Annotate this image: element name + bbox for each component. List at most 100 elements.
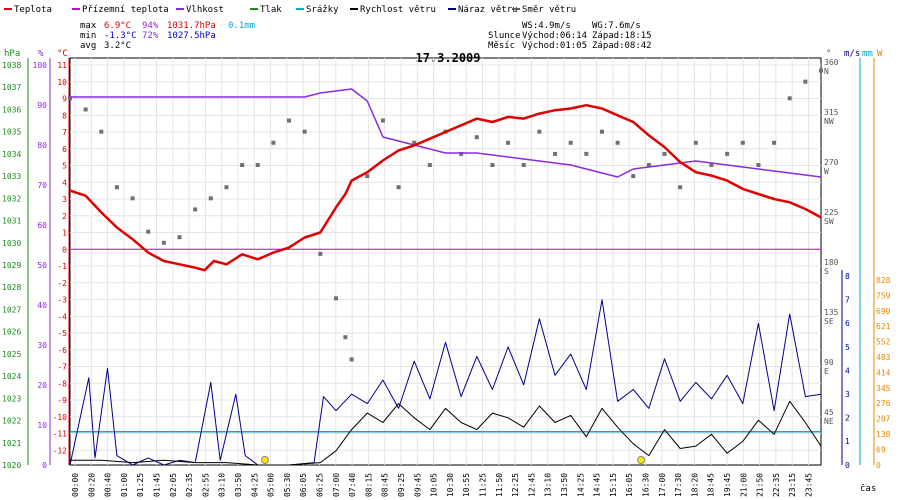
hum-tick-label: 100: [33, 61, 48, 70]
wind-dir-point: [240, 163, 245, 167]
time-tick-label: 22:35: [772, 473, 781, 497]
press-tick-label: 1021: [2, 439, 21, 448]
temp-tick-label: 10: [57, 78, 67, 87]
hum-tick-label: 40: [37, 301, 47, 310]
temp-tick-label: 5: [62, 162, 67, 171]
time-tick-label: 09:45: [413, 473, 422, 497]
time-tick-label: 00:40: [104, 473, 113, 497]
wind-dir-point: [646, 163, 651, 167]
temp-tick-label: 3: [62, 195, 67, 204]
time-tick-label: 00:00: [71, 473, 80, 497]
time-tick-label: 23:15: [788, 473, 797, 497]
wind-dir-point: [349, 357, 354, 362]
temp-tick-label: -6: [57, 346, 67, 355]
press-tick-label: 1038: [2, 61, 21, 70]
temp-tick-label: 9: [62, 95, 67, 104]
wind-dir-point: [521, 163, 526, 167]
dir-tick-deg: 45: [824, 408, 834, 417]
temp-tick-label: 2: [62, 212, 67, 221]
wind-tick-label: 1: [845, 437, 850, 446]
sun-set: Západ:18:15: [592, 31, 652, 41]
press-tick-label: 1023: [2, 394, 21, 403]
time-tick-label: 11:25: [479, 473, 488, 497]
hum-tick-label: 30: [37, 341, 47, 350]
temp-tick-label: -5: [57, 329, 67, 338]
dir-tick-deg: 270: [824, 158, 839, 167]
legend-label: Vlhkost: [186, 5, 224, 15]
sun-event-marker: [637, 456, 646, 464]
time-tick-label: 02:05: [169, 473, 178, 497]
unit-w: W: [877, 49, 883, 59]
temp-tick-label: -12: [53, 446, 68, 455]
wind-dir-point: [490, 163, 495, 167]
time-tick-label: 06:05: [299, 473, 308, 497]
wind-dir-point: [427, 163, 432, 167]
wind-tick-label: 2: [845, 414, 850, 423]
time-tick-label: 03:50: [234, 473, 243, 497]
wind-dir-point: [615, 140, 620, 145]
dir-tick-deg: 315: [824, 108, 839, 117]
press-tick-label: 1033: [2, 172, 21, 181]
wind-dir-point: [287, 118, 292, 123]
wind-dir-point: [380, 118, 385, 123]
press-tick-label: 1031: [2, 217, 21, 226]
unit-pct: %: [38, 49, 44, 59]
unit-mm: mm: [862, 49, 873, 59]
time-tick-label: 10:55: [462, 473, 471, 497]
legend-label: Přízemní teplota: [82, 5, 169, 15]
wind-tick-label: 8: [845, 272, 850, 281]
wind-dir-point: [693, 140, 698, 145]
time-tick-label: 05:00: [267, 473, 276, 497]
rad-tick-label: 621: [876, 322, 891, 331]
wind-dir-point: [255, 163, 260, 167]
stats-min-press: 1027.5hPa: [167, 31, 216, 41]
time-tick-label: 12:45: [527, 473, 536, 497]
unit-time: čas: [860, 483, 876, 494]
time-tick-label: 13:50: [560, 473, 569, 497]
hum-tick-label: 70: [37, 181, 47, 190]
temp-tick-label: -4: [57, 312, 67, 321]
wind-dir-point: [343, 335, 348, 340]
temp-tick-label: -7: [57, 363, 67, 372]
wind-dir-point: [599, 129, 604, 134]
time-tick-label: 01:45: [153, 473, 162, 497]
grid: [70, 58, 821, 465]
series-layer: [68, 68, 823, 466]
rad-tick-label: 69: [876, 445, 886, 454]
wind-dir-point: [365, 174, 370, 179]
press-tick-label: 1028: [2, 283, 21, 292]
time-tick-label: 19:45: [723, 473, 732, 497]
press-tick-label: 1024: [2, 372, 21, 381]
wind-dir-point: [271, 140, 276, 145]
press-tick-label: 1037: [2, 83, 21, 92]
time-tick-label: 03:10: [218, 473, 227, 497]
rad-tick-label: 138: [876, 430, 891, 439]
time-tick-label: 18:45: [707, 473, 716, 497]
time-tick-label: 01:25: [136, 473, 145, 497]
wind-dir-point: [709, 163, 714, 167]
wind-dir-point: [412, 140, 417, 145]
wind-dir-point: [114, 185, 119, 190]
moon-label: Měsíc: [488, 41, 515, 51]
wind-dir-point: [740, 140, 745, 145]
rad-tick-label: 690: [876, 307, 891, 316]
wind-dir-point: [631, 174, 636, 179]
wind-dir-point: [459, 151, 464, 156]
legend: Teplota Přízemní teplota Vlhkost Tlak Srážky…: [4, 5, 576, 15]
dir-tick-name: N: [824, 67, 829, 76]
legend-label: Tlak: [260, 5, 282, 15]
wind-dir-point: [130, 196, 135, 201]
temp-tick-label: 7: [62, 128, 67, 137]
wind-dir-point: [146, 229, 151, 234]
wind-dir-point: [83, 107, 88, 112]
press-tick-label: 1025: [2, 350, 21, 359]
stats-block: max 6.9°C 94% 1031.7hPa 0.1mm min -1.3°C…: [80, 21, 652, 51]
stats-max-label: max: [80, 21, 97, 31]
time-tick-label: 17:30: [674, 473, 683, 497]
wind-dir-point: [208, 196, 213, 201]
time-tick-label: 16:30: [642, 473, 651, 497]
time-tick-label: 07:40: [348, 473, 357, 497]
hum-tick-label: 90: [37, 101, 47, 110]
unit-celsius: °C: [57, 49, 68, 59]
press-tick-label: 1030: [2, 239, 21, 248]
